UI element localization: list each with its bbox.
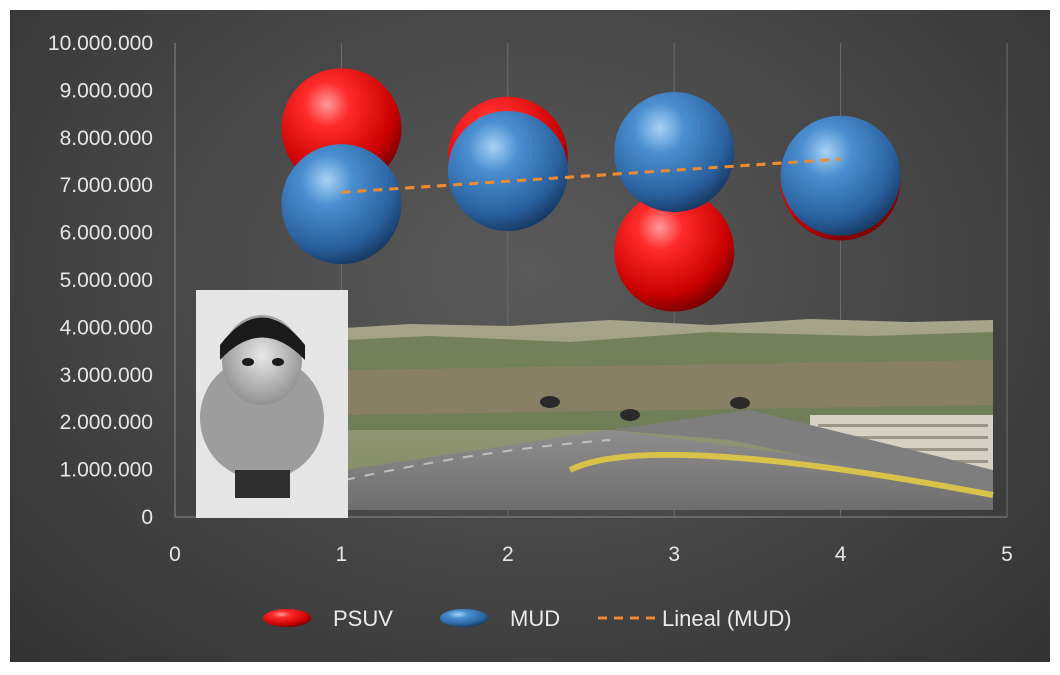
legend: PSUV MUD Lineal (MUD) <box>263 606 792 631</box>
x-tick-label: 3 <box>668 543 680 566</box>
y-tick-label: 0 <box>141 506 153 529</box>
point-mud-1 <box>281 144 402 265</box>
y-tick-label: 5.000.000 <box>60 269 153 292</box>
point-mud-2 <box>447 110 568 231</box>
y-tick-label: 2.000.000 <box>60 411 153 434</box>
x-tick-label: 5 <box>1001 543 1013 566</box>
legend-marker-psuv <box>263 609 311 627</box>
y-tick-label: 9.000.000 <box>60 79 153 102</box>
legend-label-mud: MUD <box>510 606 560 631</box>
chart-svg: 0 1.000.000 2.000.000 3.000.000 4.000.000 5.0… <box>48 32 1013 631</box>
legend-label-psuv: PSUV <box>333 606 393 631</box>
y-tick-label: 6.000.000 <box>60 222 153 245</box>
x-tick-label: 2 <box>502 543 514 566</box>
legend-label-trendline: Lineal (MUD) <box>662 606 792 631</box>
city-highway-photo <box>344 319 994 510</box>
data-points <box>281 68 901 312</box>
y-tick-label: 10.000.000 <box>48 32 153 55</box>
y-tick-label: 7.000.000 <box>60 174 153 197</box>
legend-marker-mud <box>440 609 488 627</box>
point-mud-4 <box>780 115 901 236</box>
x-tick-label: 0 <box>169 543 181 566</box>
y-tick-label: 3.000.000 <box>60 364 153 387</box>
child-photo <box>196 290 348 518</box>
x-tick-label: 1 <box>336 543 348 566</box>
x-tick-label: 4 <box>835 543 847 566</box>
point-mud-3 <box>614 92 735 213</box>
point-psuv-3 <box>614 191 735 312</box>
y-tick-label: 4.000.000 <box>60 316 153 339</box>
y-tick-label: 1.000.000 <box>60 459 153 482</box>
chart-area: 0 1.000.000 2.000.000 3.000.000 4.000.000 5.0… <box>10 10 1050 662</box>
trendline-mud-overlay <box>341 157 841 194</box>
axes: 0 1.000.000 2.000.000 3.000.000 4.000.000 5.0… <box>48 32 1013 566</box>
y-tick-label: 8.000.000 <box>60 127 153 150</box>
